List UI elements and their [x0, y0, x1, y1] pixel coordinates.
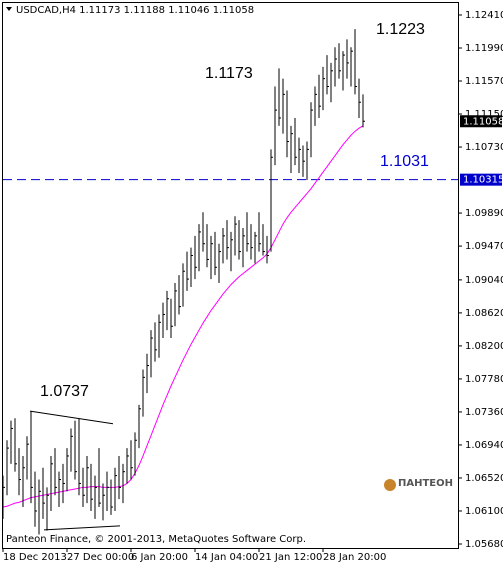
hline-price-box [460, 173, 502, 186]
annotation: 1.1223 [376, 21, 425, 38]
chart-title: USDCAD,H4 1.11173 1.11188 1.11046 1.1105… [16, 5, 254, 16]
y-tick-label: 1.11990 [465, 43, 503, 54]
annotation: 1.0737 [40, 383, 89, 400]
trendline [29, 410, 114, 425]
y-tick-label: 1.11570 [465, 76, 503, 87]
x-tick-label: 6 Jan 20:00 [131, 552, 188, 563]
x-tick-label: 14 Jan 04:00 [195, 552, 258, 563]
x-tick-label: 28 Jan 20:00 [323, 552, 386, 563]
y-tick-label: 1.12410 [465, 10, 503, 21]
current-price-box [460, 115, 502, 128]
y-tick-label: 1.08200 [465, 341, 503, 352]
y-tick-label: 1.07360 [465, 407, 503, 418]
y-tick-label: 1.11150 [465, 109, 503, 120]
x-tick-label: 27 Dec 00:00 [67, 552, 134, 563]
annotation: 1.1173 [205, 65, 253, 82]
y-tick-label: 1.06940 [465, 440, 503, 451]
logo: ПАНТЕОН [384, 478, 453, 491]
x-tick-label: 18 Dec 2013 [3, 552, 67, 563]
logo-text: ПАНТЕОН [398, 478, 453, 489]
y-tick-label: 1.05680 [465, 539, 503, 550]
x-tick-label: 21 Jan 12:00 [259, 552, 322, 563]
copyright: Panteon Finance, © 2001-2013, MetaQuotes… [6, 534, 306, 545]
current-price-label: 1.11058 [463, 116, 503, 127]
logo-icon [384, 479, 396, 491]
menu-arrow [6, 7, 12, 11]
y-tick-label: 1.10730 [465, 142, 503, 153]
y-tick-label: 1.06520 [465, 473, 503, 484]
y-tick-label: 1.09890 [465, 208, 503, 219]
y-tick-label: 1.07780 [465, 374, 503, 385]
hline-price-label: 1.10315 [463, 175, 503, 186]
y-tick-label: 1.08620 [465, 308, 503, 319]
y-tick-label: 1.09470 [465, 241, 503, 252]
trendline [43, 525, 121, 531]
annotation: 1.1031 [380, 153, 429, 170]
y-tick-label: 1.06100 [465, 506, 503, 517]
y-tick-label: 1.09040 [465, 275, 503, 286]
